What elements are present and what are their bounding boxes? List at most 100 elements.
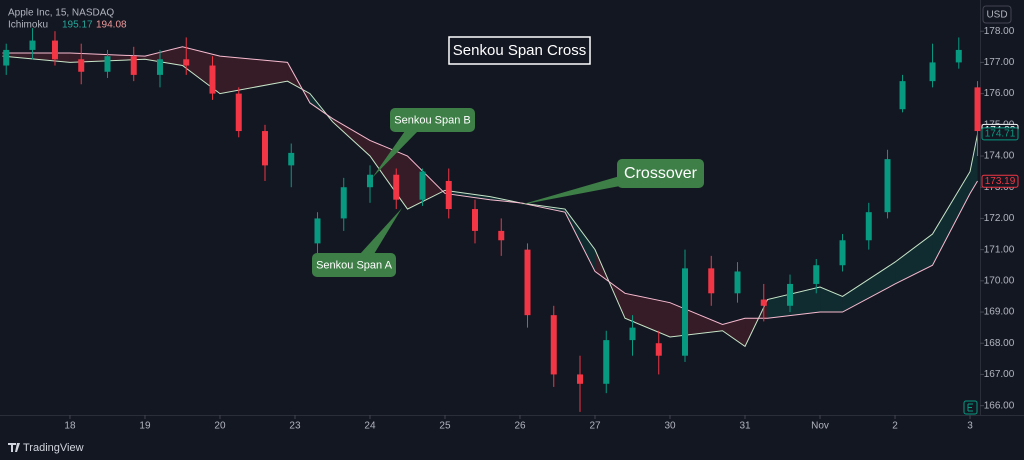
candle-body [629,327,636,341]
brand-logo [8,443,20,452]
candle-body [577,374,584,384]
y-tick-label: 171.00 [984,244,1015,255]
price-label-box [981,127,1019,141]
y-tick-label: 178.00 [984,26,1015,37]
candle-body [419,171,426,200]
callout-box [617,159,704,188]
brand: TradingView [23,442,84,454]
candle-body [655,343,662,356]
x-tick-label: 2 [892,421,898,432]
candle-body [104,56,111,72]
candle-body [929,62,936,82]
y-tick-label: 177.00 [984,57,1015,68]
candle-body [974,87,981,132]
x-tick-label: 24 [364,421,376,432]
candle-body [899,81,906,110]
candle-body [209,65,216,94]
candle-body [760,299,767,306]
cloud [219,56,288,94]
candle-body [471,209,478,231]
callout-pointer [520,176,620,205]
cloud [625,293,671,337]
chart-title: Senkou Span Cross [453,42,586,59]
cloud [970,134,978,194]
currency[interactable]: USD [986,10,1007,21]
callout-box [312,253,396,277]
candle-body [3,49,10,66]
x-tick-label: 26 [514,421,526,432]
callout-pointer [372,131,418,178]
x-tick-label: 19 [139,421,151,432]
cloud [407,156,445,210]
currency-box[interactable] [982,5,1012,24]
candle-body [839,240,846,266]
candle-body [603,340,610,384]
x-tick-label: 3 [967,421,973,432]
x-tick-label: 27 [589,421,601,432]
x-tick-label: Nov [811,421,829,432]
cloud [767,287,821,319]
price-label-box [981,174,1019,188]
candle-body [524,249,531,316]
overlay: Apple Inc, 15, NASDAQ Ichimoku 195.17 19… [8,5,1012,454]
cloud [444,190,490,200]
cloud [842,262,896,313]
candle-body [156,59,163,75]
earnings-icon-glyph [967,403,973,412]
candle-body [314,218,321,244]
candle-body [445,180,452,210]
candle-body [235,93,242,132]
y-tick-label: 170.00 [984,275,1015,286]
callout-text: Senkou Span B [394,114,470,126]
x-tick-label: 30 [664,421,676,432]
candle-body [787,283,794,306]
price-label: 174.71 [985,129,1016,140]
cloud [332,118,370,157]
senkou-span [2,46,978,326]
candle-body [288,152,295,166]
candle-body [29,40,36,50]
candle-body [393,174,400,200]
senkou-span [2,55,979,348]
candle-body [550,315,557,375]
y-tick-label: 172.00 [984,213,1015,224]
price-label: 173.19 [985,176,1016,187]
candle-body [340,187,347,219]
callout-text: Crossover [624,165,698,182]
symbol-label: Apple Inc, 15, NASDAQ [8,8,114,19]
candle-body [51,40,58,60]
y-tick-label: 169.00 [984,307,1015,318]
candle-body [955,49,962,63]
indicator-value: 195.17 [62,20,93,31]
title-box [448,36,591,65]
candle-body [708,268,715,294]
cloud [820,287,843,313]
y-tick-label: 168.00 [984,338,1015,349]
indicator-label: Ichimoku [8,20,48,31]
candle-body [78,59,85,72]
y-tick-label: 176.00 [984,88,1015,99]
y-tick-label: 174.00 [984,151,1015,162]
x-tick-label: 25 [439,421,451,432]
callout-box [390,108,475,132]
candle-body [261,131,268,166]
candle-body [734,271,741,294]
plot: 166.00 167.00 168.00 169.00 170.00 171.00 172.… [2,26,1015,432]
earnings-icon[interactable] [963,400,978,415]
callout-pointer [360,208,402,254]
indicator-value: 194.08 [96,20,127,31]
x-tick-label: 23 [289,421,301,432]
candle-body [682,268,689,356]
candle-body [130,56,137,75]
candle-body [813,265,820,284]
candle-body [183,59,190,66]
candle-body [884,159,891,213]
candle-body [865,212,872,241]
cloud [722,318,746,347]
y-tick-label: 167.00 [984,369,1015,380]
y-tick-label: 166.00 [984,400,1015,411]
x-tick-label: 31 [739,421,751,432]
callout-text: Senkou Span A [316,259,393,271]
